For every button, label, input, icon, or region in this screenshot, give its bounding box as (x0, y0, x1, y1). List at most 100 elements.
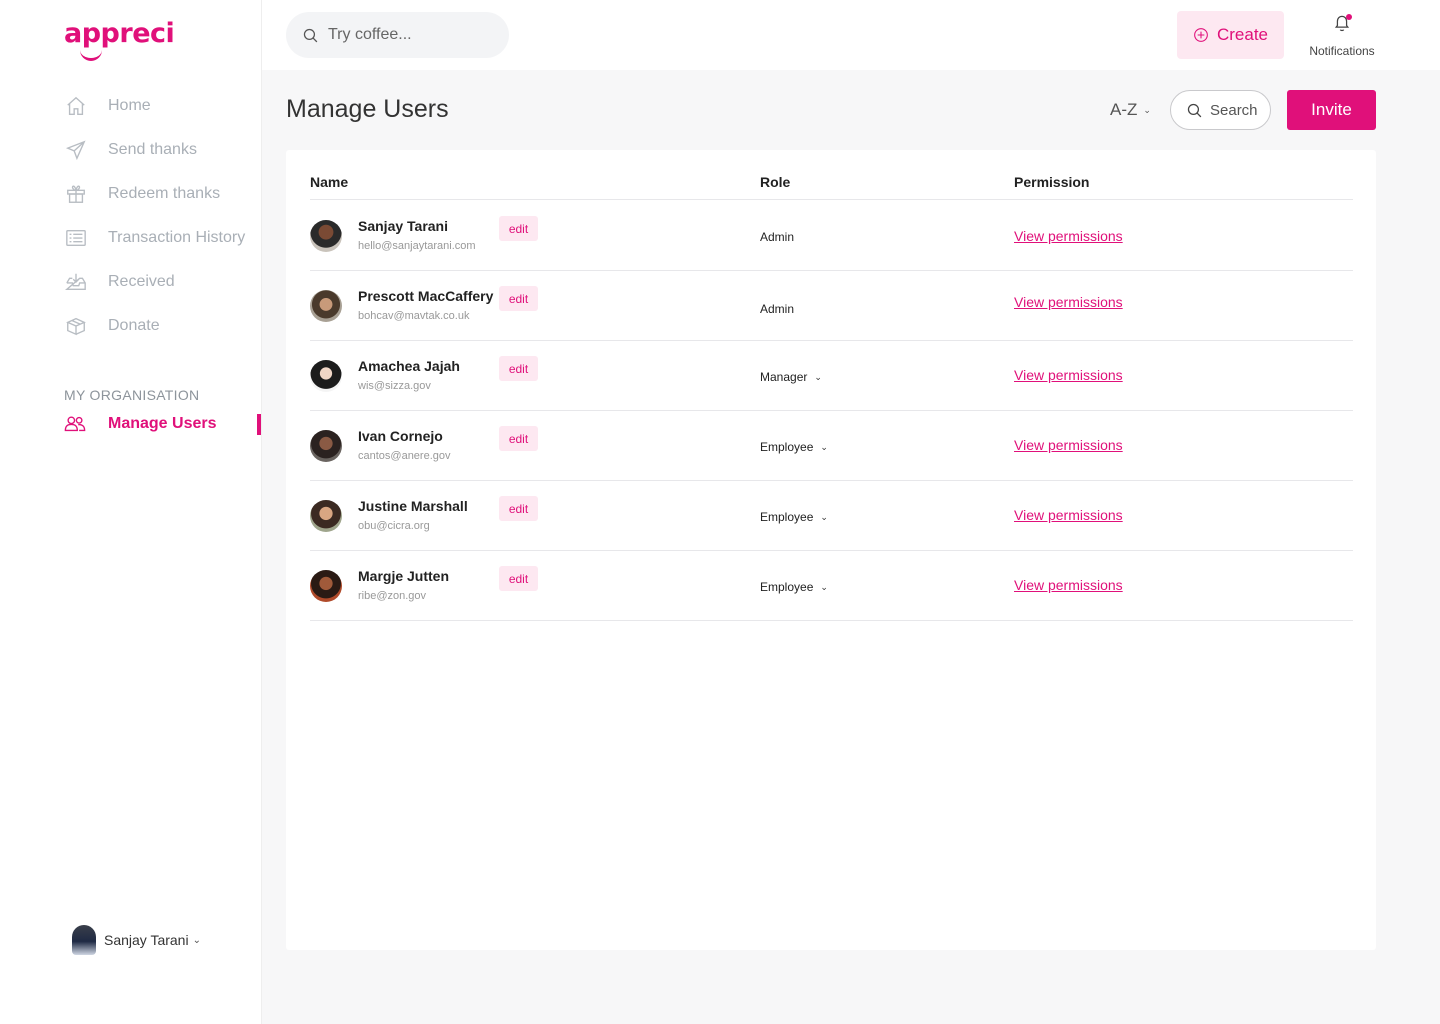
role-label: Manager (760, 370, 808, 384)
sidebar-item-label: Transaction History (108, 229, 246, 246)
role-dropdown[interactable]: Employee ⌄ (760, 510, 828, 524)
invite-button[interactable]: Invite (1287, 90, 1376, 130)
home-icon (64, 94, 88, 118)
sidebar-item-manage-users[interactable]: Manage Users (64, 410, 262, 438)
sidebar-item-label: Redeem thanks (108, 185, 221, 202)
avatar (310, 430, 342, 462)
avatar (310, 360, 342, 392)
section-label-organisation: MY ORGANISATION (64, 387, 200, 403)
user-name: Margje Jutten (358, 568, 450, 584)
edit-button[interactable]: edit (499, 286, 538, 311)
notifications-button[interactable]: Notifications (1302, 12, 1382, 58)
topbar: Create Notifications (262, 0, 1440, 70)
edit-button[interactable]: edit (499, 356, 538, 381)
user-name: Sanjay Tarani (104, 932, 189, 948)
chevron-down-icon: ⌄ (820, 511, 828, 522)
user-name: Amachea Jajah (358, 358, 460, 374)
user-email: bohcav@mavtak.co.uk (358, 310, 470, 322)
role-value: Admin (760, 302, 794, 316)
users-icon (64, 412, 88, 436)
sidebar-item-label: Send thanks (108, 141, 197, 158)
view-permissions-link[interactable]: View permissions (1014, 228, 1123, 244)
view-permissions-link[interactable]: View permissions (1014, 577, 1123, 593)
sort-label: A-Z (1110, 100, 1138, 119)
table-row: Amachea Jajah wis@sizza.gov edit Manager… (310, 341, 1353, 411)
search-icon (1187, 103, 1202, 117)
table-header: Name Role Permission (310, 174, 1353, 200)
table-row: Sanjay Tarani hello@sanjaytarani.com edi… (310, 201, 1353, 271)
role-dropdown[interactable]: Employee ⌄ (760, 580, 828, 594)
edit-button[interactable]: edit (499, 566, 538, 591)
role-label: Employee (760, 580, 814, 594)
user-name: Justine Marshall (358, 498, 468, 514)
sidebar: appreci Home Send thanks Redeem thanks T… (0, 0, 262, 1024)
table-row: Justine Marshall obu@cicra.org edit Empl… (310, 481, 1353, 551)
user-email: hello@sanjaytarani.com (358, 240, 476, 252)
global-search[interactable] (286, 12, 509, 58)
sidebar-item-donate[interactable]: Donate (64, 304, 262, 348)
view-permissions-link[interactable]: View permissions (1014, 437, 1123, 453)
gift-icon (64, 182, 88, 206)
role-dropdown[interactable]: Employee ⌄ (760, 440, 828, 454)
brand-logo[interactable]: appreci (64, 18, 175, 49)
view-permissions-link[interactable]: View permissions (1014, 507, 1123, 523)
plus-circle-icon (1194, 28, 1208, 42)
page-title: Manage Users (286, 95, 449, 123)
sidebar-item-label: Home (108, 97, 151, 114)
sidebar-item-label: Manage Users (108, 415, 217, 432)
sidebar-item-label: Donate (108, 317, 160, 334)
user-search-button[interactable]: Search (1170, 90, 1271, 130)
bell-icon (1331, 12, 1353, 36)
inbox-icon (64, 270, 88, 294)
chevron-down-icon: ⌄ (814, 371, 822, 382)
sidebar-item-received[interactable]: Received (64, 260, 262, 304)
view-permissions-link[interactable]: View permissions (1014, 367, 1123, 383)
avatar (72, 925, 96, 955)
send-icon (64, 138, 88, 162)
table-row: Margje Jutten ribe@zon.gov edit Employee… (310, 551, 1353, 621)
column-header-permission: Permission (1014, 174, 1090, 190)
user-email: ribe@zon.gov (358, 590, 427, 602)
avatar (310, 570, 342, 602)
user-name: Sanjay Tarani (358, 218, 449, 234)
chevron-down-icon: ⌄ (192, 934, 201, 946)
create-button[interactable]: Create (1177, 11, 1284, 59)
user-menu[interactable]: Sanjay Tarani ⌄ (72, 925, 201, 955)
column-header-name: Name (310, 174, 349, 190)
sidebar-nav: Home Send thanks Redeem thanks Transacti… (64, 84, 262, 348)
edit-button[interactable]: edit (499, 216, 538, 241)
search-icon (303, 28, 318, 42)
user-email: obu@cicra.org (358, 520, 430, 532)
role-label: Admin (760, 302, 795, 316)
user-email: wis@sizza.gov (358, 380, 431, 392)
user-name: Prescott MacCaffery (358, 288, 494, 304)
sidebar-item-home[interactable]: Home (64, 84, 262, 128)
list-icon (64, 226, 88, 250)
user-email: cantos@anere.gov (358, 450, 451, 462)
notifications-label: Notifications (1309, 44, 1375, 58)
avatar (310, 500, 342, 532)
box-icon (64, 314, 88, 338)
users-table-card: Name Role Permission Sanjay Tarani hello… (286, 150, 1376, 950)
sort-dropdown[interactable]: A-Z ⌄ (1110, 100, 1151, 120)
chevron-down-icon: ⌄ (1143, 104, 1151, 115)
sidebar-item-transaction-history[interactable]: Transaction History (64, 216, 262, 260)
active-indicator (257, 414, 261, 435)
sidebar-item-label: Received (108, 273, 175, 290)
create-button-label: Create (1216, 25, 1269, 44)
role-dropdown[interactable]: Manager ⌄ (760, 370, 822, 384)
sidebar-item-redeem-thanks[interactable]: Redeem thanks (64, 172, 262, 216)
search-label: Search (1210, 101, 1258, 119)
notification-dot (1346, 14, 1352, 20)
view-permissions-link[interactable]: View permissions (1014, 294, 1123, 310)
edit-button[interactable]: edit (499, 426, 538, 451)
logo-smile-mark (80, 50, 102, 61)
role-label: Employee (760, 440, 814, 454)
sidebar-item-send-thanks[interactable]: Send thanks (64, 128, 262, 172)
search-input[interactable] (328, 26, 488, 44)
avatar (310, 290, 342, 322)
edit-button[interactable]: edit (499, 496, 538, 521)
table-row: Ivan Cornejo cantos@anere.gov edit Emplo… (310, 411, 1353, 481)
user-name: Ivan Cornejo (358, 428, 443, 444)
chevron-down-icon: ⌄ (820, 581, 828, 592)
